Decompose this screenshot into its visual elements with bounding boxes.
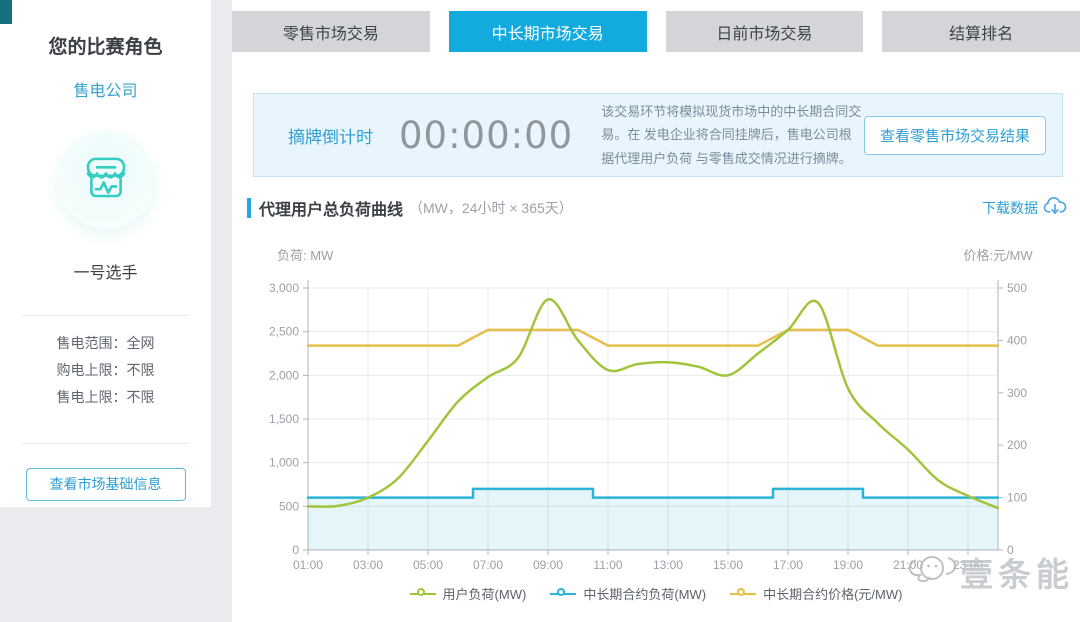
left-axis-title: 负荷: MW [277, 248, 334, 263]
divider [22, 443, 189, 444]
svg-text:2,500: 2,500 [269, 325, 299, 339]
chart-title: 代理用户总负荷曲线 [259, 202, 404, 219]
svg-text:400: 400 [1007, 333, 1027, 347]
divider [22, 315, 189, 316]
role-info-list: 售电范围：全网 购电上限：不限 售电上限：不限 [0, 330, 211, 411]
svg-text:3,000: 3,000 [269, 281, 299, 295]
series-2 [306, 328, 1000, 347]
svg-text:13:00: 13:00 [653, 558, 683, 572]
contract-price-marker-icon [730, 587, 757, 600]
download-data-label: 下载数据 [982, 200, 1038, 216]
tab-settlement-ranking[interactable]: 结算排名 [882, 11, 1080, 52]
svg-text:0: 0 [1007, 543, 1014, 557]
avatar [56, 131, 155, 229]
player-name: 一号选手 [73, 265, 138, 282]
contract-load-marker-icon [550, 587, 577, 600]
chart-legend: 用户负荷(MW) 中长期合约负荷(MW) 中长期合约价格(元/MW) [232, 584, 1080, 603]
series-0 [306, 298, 1000, 510]
info-row-sale-scope: 售电范围：全网 [56, 335, 155, 351]
view-market-info-button[interactable]: 查看市场基础信息 [25, 468, 186, 501]
svg-text:500: 500 [279, 499, 299, 513]
svg-text:09:00: 09:00 [533, 558, 563, 572]
svg-text:21:00: 21:00 [893, 558, 923, 572]
store-icon [79, 151, 133, 210]
info-row-sale-limit: 售电上限：不限 [56, 389, 155, 405]
svg-text:05:00: 05:00 [413, 558, 443, 572]
title-accent-bar [247, 198, 251, 218]
legend-contract-price[interactable]: 中长期合约价格(元/MW) [730, 584, 902, 603]
chart-subtitle: （MW，24小时 × 365天） [409, 200, 573, 216]
load-curve-chart: 0 500 1,000 1,500 2,000 2,500 3,000 0 100 200 300 4… [269, 248, 1033, 572]
svg-text:07:00: 07:00 [473, 558, 503, 572]
sidebar-title: 您的比赛角色 [48, 37, 163, 58]
banner-description: 该交易环节将模拟现货市场中的中长期合同交易。在 发电企业将合同挂牌后，售电公司根… [601, 104, 862, 166]
svg-text:1,000: 1,000 [269, 456, 299, 470]
series-1 [306, 487, 1000, 499]
download-data-link[interactable]: 下载数据 [982, 195, 1068, 222]
countdown-value: 00:00:00 [399, 113, 574, 157]
user-load-marker-icon [409, 587, 436, 600]
svg-text:300: 300 [1007, 386, 1027, 400]
tab-mid-long-term-market[interactable]: 中长期市场交易 [448, 11, 647, 52]
svg-text:2,000: 2,000 [269, 368, 299, 382]
tab-day-ahead-market[interactable]: 日前市场交易 [665, 11, 864, 52]
download-cloud-icon [1043, 195, 1068, 222]
svg-text:11:00: 11:00 [593, 558, 622, 572]
right-axis-title: 价格:元/MW [963, 248, 1033, 263]
svg-text:23:00: 23:00 [953, 558, 983, 572]
corner-accent [0, 0, 12, 24]
main-content: 零售市场交易 中长期市场交易 日前市场交易 结算排名 摘牌倒计时 00:00:0… [232, 0, 1080, 622]
role-label: 售电公司 [73, 83, 138, 100]
svg-text:500: 500 [1007, 281, 1027, 295]
sidebar: 您的比赛角色 售电公司 一号选手 售电范围：全网 购电上限：不限 售电上限：不限… [0, 0, 211, 507]
countdown-banner: 摘牌倒计时 00:00:00 该交易环节将模拟现货市场中的中长期合同交易。在 发… [253, 93, 1063, 177]
info-row-purchase-limit: 购电上限：不限 [56, 362, 155, 378]
view-retail-results-button[interactable]: 查看零售市场交易结果 [863, 115, 1046, 155]
svg-text:15:00: 15:00 [713, 558, 743, 572]
legend-contract-load[interactable]: 中长期合约负荷(MW) [550, 584, 706, 603]
svg-text:17:00: 17:00 [773, 558, 803, 572]
countdown-label: 摘牌倒计时 [288, 127, 373, 147]
contract-load-area [308, 488, 998, 550]
svg-text:0: 0 [292, 543, 299, 557]
svg-text:200: 200 [1007, 438, 1027, 452]
tab-retail-market[interactable]: 零售市场交易 [232, 11, 430, 52]
svg-text:01:00: 01:00 [293, 558, 323, 572]
market-tabs: 零售市场交易 中长期市场交易 日前市场交易 结算排名 [232, 11, 1080, 52]
svg-text:19:00: 19:00 [833, 558, 863, 572]
svg-text:1,500: 1,500 [269, 412, 299, 426]
chart-section-header: 代理用户总负荷曲线 （MW，24小时 × 365天） 下载数据 [232, 196, 1080, 220]
legend-user-load[interactable]: 用户负荷(MW) [409, 584, 526, 603]
svg-text:03:00: 03:00 [353, 558, 383, 572]
svg-text:100: 100 [1007, 491, 1027, 505]
